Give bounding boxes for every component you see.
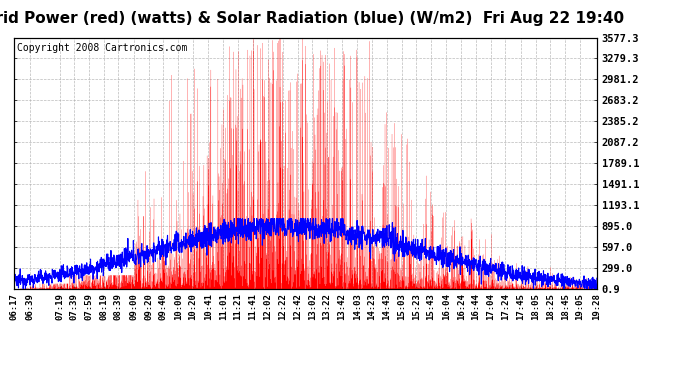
Text: Copyright 2008 Cartronics.com: Copyright 2008 Cartronics.com — [17, 42, 187, 52]
Text: Grid Power (red) (watts) & Solar Radiation (blue) (W/m2)  Fri Aug 22 19:40: Grid Power (red) (watts) & Solar Radiati… — [0, 11, 624, 26]
